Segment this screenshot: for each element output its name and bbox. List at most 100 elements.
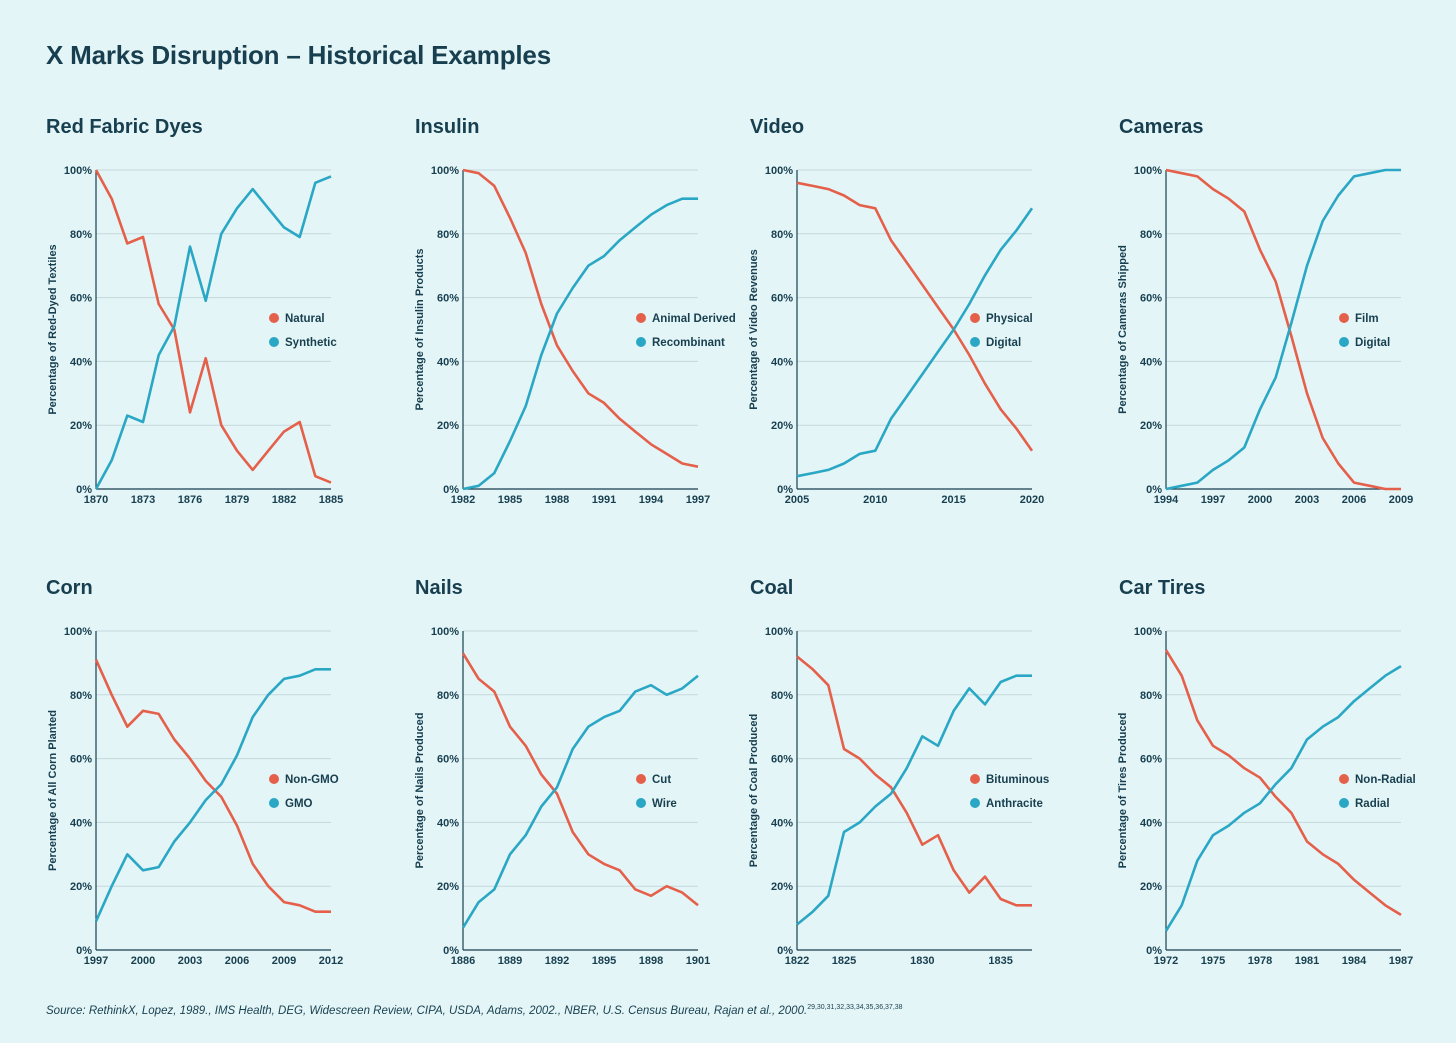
series-line-wire [461, 674, 699, 929]
x-tick-label: 1898 [639, 955, 663, 967]
series-line-natural [94, 169, 332, 484]
y-tick-label: 40% [1140, 817, 1162, 829]
legend-marker [636, 337, 646, 347]
y-tick-label: 20% [437, 420, 459, 432]
y-tick-label: 40% [1140, 356, 1162, 368]
series-line-synthetic [94, 175, 332, 490]
legend-label: Physical [986, 313, 1033, 325]
legend-marker [970, 774, 980, 784]
x-tick-label: 2000 [131, 955, 155, 967]
x-tick-label: 1988 [545, 494, 569, 506]
legend-marker [1339, 313, 1349, 323]
y-axis-label: Percentage of Red-Dyed Textiles [47, 244, 59, 414]
chart-title: Insulin [415, 116, 479, 138]
series-line-radial [1164, 664, 1402, 932]
y-axis-label: Percentage of Coal Produced [748, 714, 760, 867]
chart-insulin: Insulin 0% 20% 40% 60% 80% 100% 1982 1985 1988 199… [414, 116, 736, 506]
legend-label: Recombinant [652, 337, 725, 349]
legend-label: Animal Derived [652, 313, 736, 325]
legend-label: Radial [1355, 798, 1390, 810]
x-tick-label: 1994 [639, 494, 664, 506]
page-title: X Marks Disruption – Historical Examples [46, 40, 551, 70]
x-tick-label: 1991 [592, 494, 616, 506]
x-tick-label: 2015 [941, 494, 965, 506]
legend-marker [269, 774, 279, 784]
x-tick-label: 1886 [451, 955, 475, 967]
legend-marker [1339, 774, 1349, 784]
y-tick-label: 80% [771, 229, 793, 241]
y-axis-label: Percentage of Tires Produced [1117, 713, 1129, 869]
legend-marker [1339, 798, 1349, 808]
y-tick-label: 60% [1140, 293, 1162, 305]
x-tick-label: 1978 [1248, 955, 1272, 967]
legend-marker [970, 313, 980, 323]
legend-marker [1339, 337, 1349, 347]
y-tick-label: 0% [443, 945, 459, 957]
series-line-recombinant [462, 197, 698, 491]
series-line-gmo [94, 667, 331, 922]
y-tick-label: 100% [431, 626, 459, 638]
chart-title: Nails [415, 577, 463, 599]
legend-marker [970, 798, 980, 808]
x-tick-label: 1987 [1389, 955, 1413, 967]
legend-label: Synthetic [285, 337, 337, 349]
x-tick-label: 2005 [785, 494, 809, 506]
y-tick-label: 100% [431, 165, 459, 177]
x-tick-label: 1873 [131, 494, 155, 506]
x-tick-label: 2000 [1248, 494, 1272, 506]
x-tick-label: 1997 [686, 494, 710, 506]
legend-label: Bituminous [986, 774, 1049, 786]
y-tick-label: 80% [70, 229, 92, 241]
x-tick-label: 1822 [785, 955, 809, 967]
legend-marker [636, 774, 646, 784]
chart-nails: Nails 0% 20% 40% 60% 80% 100% 1886 1889 1892 1895 1… [414, 577, 710, 967]
x-tick-label: 1835 [988, 955, 1012, 967]
x-tick-label: 1825 [832, 955, 856, 967]
y-tick-label: 0% [76, 484, 92, 496]
source-note: Source: RethinkX, Lopez, 1989., IMS Heal… [46, 1004, 903, 1017]
x-tick-label: 1984 [1342, 955, 1367, 967]
x-tick-label: 2010 [863, 494, 887, 506]
chart-title: Car Tires [1119, 577, 1205, 599]
x-tick-label: 1895 [592, 955, 616, 967]
legend-marker [636, 798, 646, 808]
chart-video: Video 0% 20% 40% 60% 80% 100% 2005 2010 2015 2020 P… [748, 116, 1044, 506]
x-tick-label: 1901 [686, 955, 710, 967]
x-tick-label: 1892 [545, 955, 569, 967]
x-tick-label: 2003 [1295, 494, 1319, 506]
legend-label: Digital [986, 337, 1021, 349]
y-tick-label: 40% [771, 356, 793, 368]
y-tick-label: 100% [765, 626, 793, 638]
y-tick-label: 60% [1140, 754, 1162, 766]
chart-title: Corn [46, 577, 93, 599]
series-line-non-radial [1164, 649, 1402, 917]
series-line-film [1165, 168, 1401, 491]
y-tick-label: 40% [437, 817, 459, 829]
x-tick-label: 2003 [178, 955, 202, 967]
y-tick-label: 80% [437, 229, 459, 241]
legend-marker [269, 313, 279, 323]
legend-marker [269, 798, 279, 808]
x-tick-label: 1997 [1201, 494, 1225, 506]
y-tick-label: 20% [70, 420, 92, 432]
x-tick-label: 1830 [910, 955, 934, 967]
x-tick-label: 1981 [1295, 955, 1319, 967]
y-tick-label: 60% [70, 754, 92, 766]
x-tick-label: 1975 [1201, 955, 1225, 967]
y-tick-label: 20% [70, 881, 92, 893]
y-tick-label: 40% [70, 356, 92, 368]
source-refs: 29,30,31,32,33,34,35,36,37,38 [807, 1004, 903, 1011]
chart-title: Cameras [1119, 116, 1204, 138]
y-tick-label: 0% [443, 484, 459, 496]
legend-label: Non-Radial [1355, 774, 1416, 786]
legend-label: Cut [652, 774, 671, 786]
y-tick-label: 0% [76, 945, 92, 957]
y-tick-label: 60% [437, 293, 459, 305]
x-tick-label: 1882 [272, 494, 296, 506]
x-tick-label: 1889 [498, 955, 522, 967]
y-tick-label: 40% [437, 356, 459, 368]
y-tick-label: 80% [70, 690, 92, 702]
x-tick-label: 1885 [319, 494, 343, 506]
x-tick-label: 2006 [225, 955, 249, 967]
